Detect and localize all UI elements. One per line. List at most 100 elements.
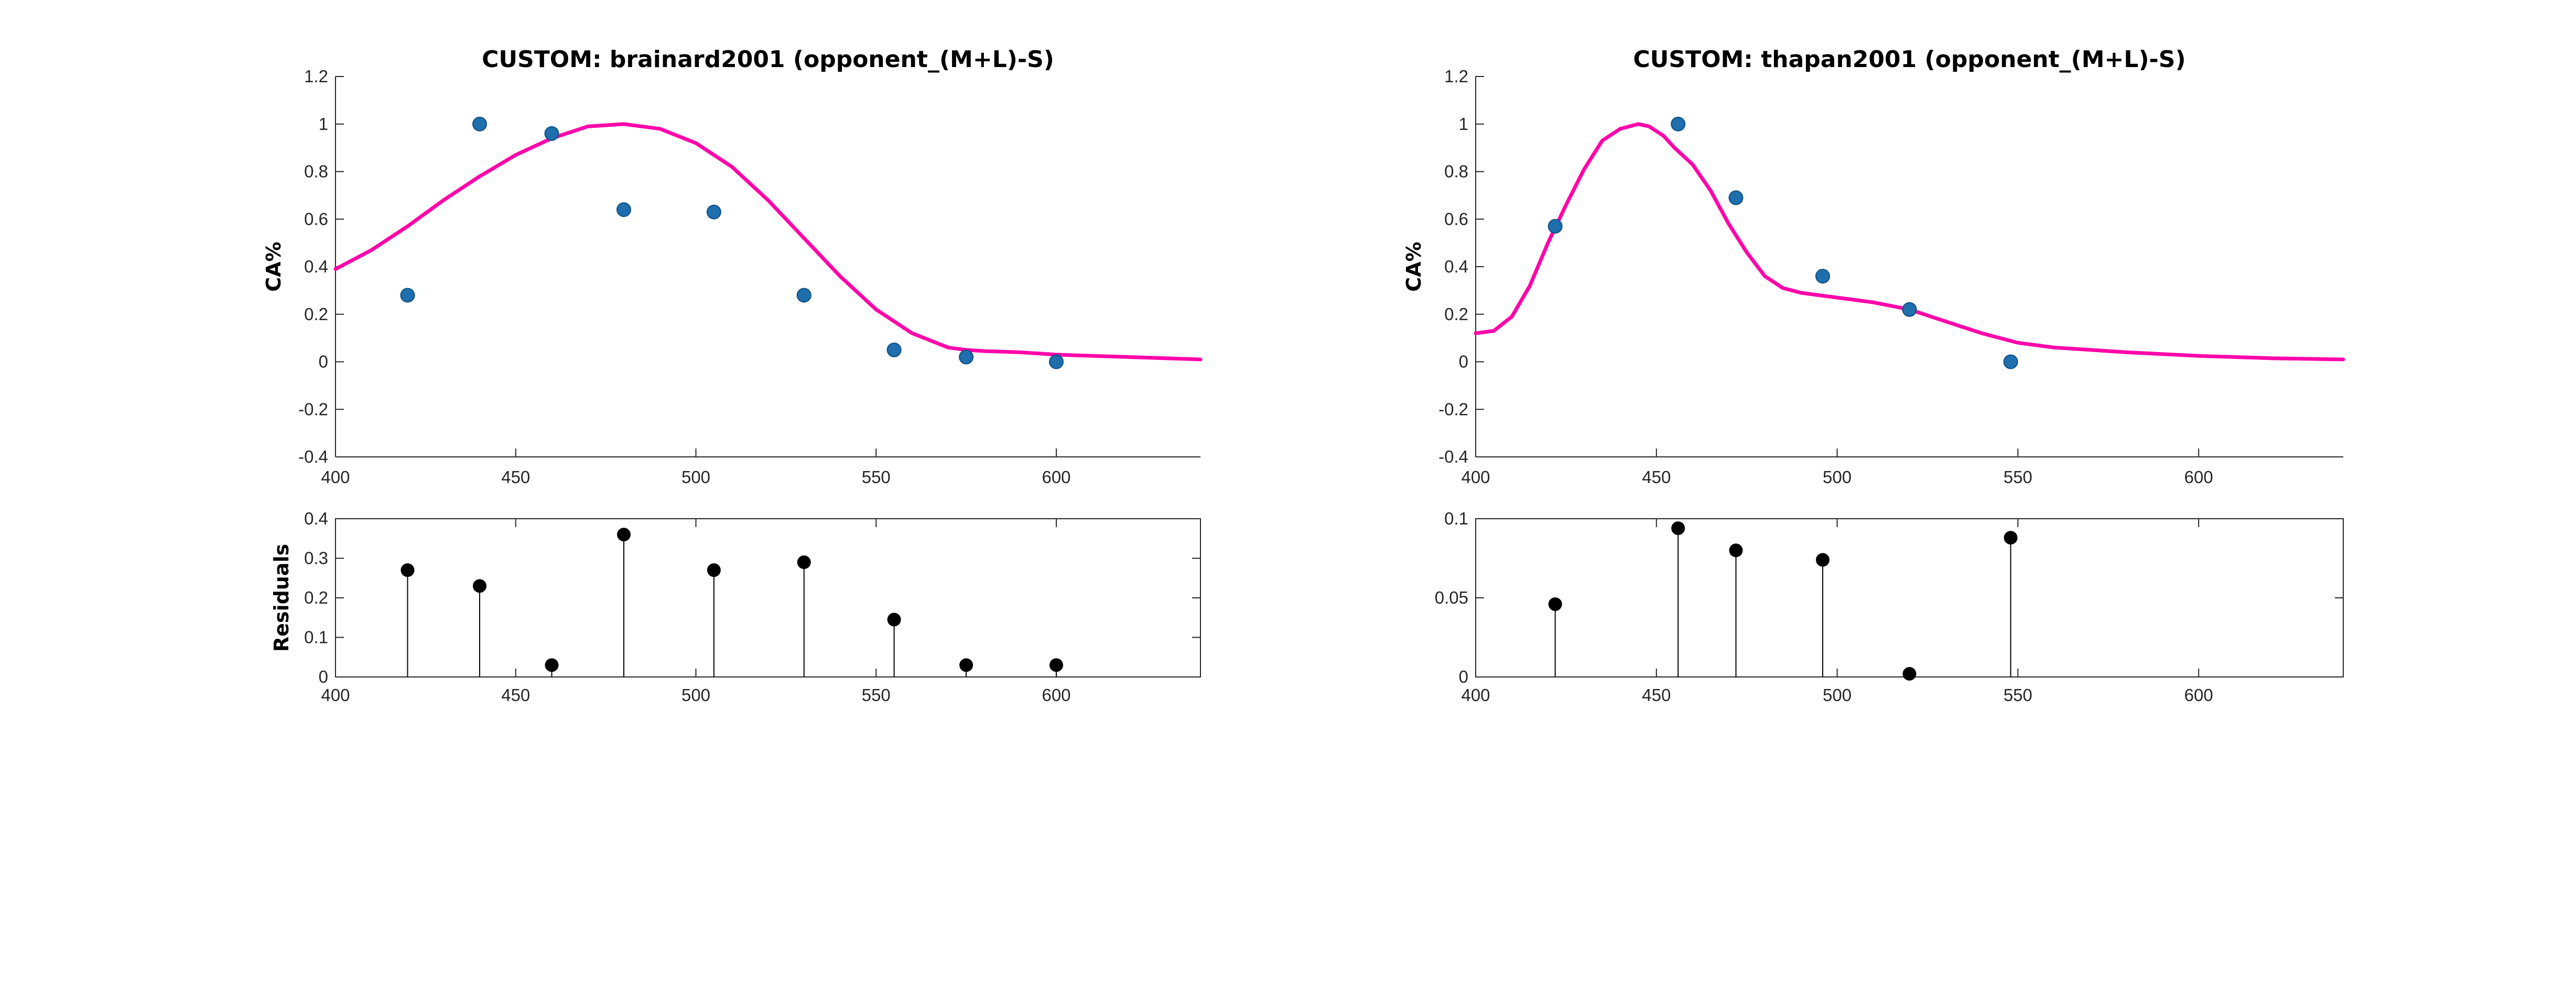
x-tick-label: 550 bbox=[2004, 467, 2032, 487]
res-y-tick-label: 0.4 bbox=[304, 509, 328, 528]
thapan2001-panel: CUSTOM: thapan2001 (opponent_(M+L)-S) CA… bbox=[1402, 46, 2345, 705]
main-plot-ticks: -0.4 -0.2 0 0.2 0.4 0.6 0.8 1 1.2 400 450 500 550 600 bbox=[1438, 67, 2213, 487]
x-tick-label: 600 bbox=[2184, 467, 2213, 487]
y-tick-label: 0 bbox=[319, 352, 328, 371]
data-point bbox=[796, 288, 811, 303]
res-y-tick-label: 0.1 bbox=[304, 628, 328, 647]
residuals-plot-axes bbox=[1475, 518, 2344, 677]
y-tick-label: 0.8 bbox=[1444, 162, 1468, 181]
residual-point bbox=[959, 658, 973, 672]
data-point bbox=[616, 202, 631, 217]
x-tick-label: 450 bbox=[501, 467, 530, 487]
data-point bbox=[886, 342, 902, 357]
res-x-tick-label: 500 bbox=[1823, 685, 1852, 705]
data-point bbox=[959, 349, 974, 365]
fit-curve bbox=[1474, 122, 2345, 362]
main-plot-ticks: -0.4 -0.2 0 0.2 0.4 0.6 0.8 1 1.2 400 450 500 550 600 bbox=[298, 67, 1070, 487]
y-tick-label: 0.4 bbox=[304, 257, 328, 276]
residual-point bbox=[1548, 597, 1562, 611]
fit-curve bbox=[333, 122, 1203, 362]
residuals-plot-ticks: 0 0.05 0.1 400 450 500 550 600 bbox=[1435, 509, 2343, 705]
fit-curve-layer bbox=[1474, 122, 2345, 362]
res-y-tick-label: 0 bbox=[1459, 667, 1468, 686]
main-plot-axes bbox=[335, 76, 1200, 457]
y-tick-label: 1.2 bbox=[304, 67, 328, 86]
residual-point bbox=[617, 528, 631, 542]
data-point bbox=[400, 288, 415, 303]
residuals-frame bbox=[1475, 518, 2344, 677]
y-tick-label: -0.2 bbox=[1438, 399, 1468, 419]
y-tick-label: -0.4 bbox=[1438, 447, 1468, 466]
residual-point bbox=[1729, 543, 1743, 557]
residual-point bbox=[1671, 521, 1685, 535]
data-point bbox=[1547, 218, 1563, 234]
y-tick-label: 1.2 bbox=[1444, 67, 1468, 86]
x-tick-label: 400 bbox=[1461, 467, 1490, 487]
x-tick-label: 450 bbox=[1642, 467, 1671, 487]
data-point bbox=[2003, 354, 2018, 369]
res-x-tick-label: 400 bbox=[1461, 685, 1490, 705]
x-tick-label: 400 bbox=[321, 467, 350, 487]
chart-title: CUSTOM: brainard2001 (opponent_(M+L)-S) bbox=[482, 46, 1054, 73]
y-tick-label: 1 bbox=[1459, 114, 1468, 134]
x-tick-label: 600 bbox=[1042, 467, 1070, 487]
data-point bbox=[1728, 190, 1744, 205]
residual-point bbox=[1902, 666, 1917, 681]
y-tick-label: 0.4 bbox=[1444, 257, 1468, 276]
main-y-axis-label: CA% bbox=[1402, 242, 1425, 291]
y-tick-label: 1 bbox=[319, 114, 328, 134]
res-x-tick-label: 450 bbox=[1642, 685, 1671, 705]
residuals-y-axis-label: Residuals bbox=[270, 544, 293, 652]
res-x-tick-label: 600 bbox=[1042, 685, 1070, 705]
residuals-plot-ticks: 0 0.1 0.2 0.3 0.4 400 450 500 550 600 bbox=[304, 509, 1200, 705]
residual-stems-layer bbox=[1548, 521, 2018, 681]
y-tick-label: -0.4 bbox=[298, 447, 328, 466]
data-point bbox=[1049, 354, 1064, 369]
residual-point bbox=[887, 613, 901, 627]
residuals-plot-axes bbox=[335, 518, 1201, 677]
residual-point bbox=[707, 563, 721, 577]
main-y-axis-label: CA% bbox=[262, 242, 285, 291]
residual-point bbox=[545, 658, 559, 672]
data-point bbox=[1815, 269, 1830, 284]
fit-curve-layer bbox=[333, 122, 1203, 362]
data-point bbox=[1671, 116, 1686, 132]
res-y-tick-label: 0.1 bbox=[1444, 509, 1468, 528]
res-x-tick-label: 550 bbox=[2004, 685, 2032, 705]
y-tick-label: 0.2 bbox=[1444, 304, 1468, 324]
x-tick-label: 500 bbox=[681, 467, 710, 487]
res-y-tick-label: 0 bbox=[319, 667, 328, 686]
residuals-frame bbox=[335, 518, 1201, 677]
x-tick-label: 550 bbox=[862, 467, 891, 487]
residual-point bbox=[401, 563, 415, 577]
main-plot-axes bbox=[1475, 76, 2343, 457]
residual-stems-layer bbox=[401, 528, 1063, 677]
y-tick-label: 0.6 bbox=[304, 209, 328, 228]
residual-point bbox=[473, 579, 486, 593]
residual-point bbox=[1816, 553, 1830, 567]
y-tick-label: 0.6 bbox=[1444, 209, 1468, 228]
y-tick-label: 0.8 bbox=[304, 162, 328, 181]
data-point bbox=[472, 116, 487, 132]
residual-point bbox=[2004, 531, 2018, 545]
res-x-tick-label: 400 bbox=[321, 685, 350, 705]
data-point bbox=[706, 204, 721, 220]
brainard2001-panel: CUSTOM: brainard2001 (opponent_(M+L)-S) … bbox=[262, 46, 1203, 705]
res-y-tick-label: 0.3 bbox=[304, 549, 328, 568]
residual-point bbox=[797, 555, 811, 570]
res-y-tick-label: 0.05 bbox=[1435, 588, 1468, 607]
chart-title: CUSTOM: thapan2001 (opponent_(M+L)-S) bbox=[1633, 46, 2185, 73]
x-tick-label: 500 bbox=[1823, 467, 1852, 487]
res-x-tick-label: 500 bbox=[681, 685, 710, 705]
res-x-tick-label: 600 bbox=[2184, 685, 2213, 705]
residual-point bbox=[1049, 658, 1063, 672]
y-tick-label: -0.2 bbox=[298, 399, 328, 419]
data-points-layer bbox=[1547, 116, 2018, 369]
res-y-tick-label: 0.2 bbox=[304, 588, 328, 607]
res-x-tick-label: 450 bbox=[501, 685, 530, 705]
data-point bbox=[1902, 302, 1917, 317]
data-point bbox=[544, 126, 559, 141]
y-tick-label: 0.2 bbox=[304, 304, 328, 324]
data-points-layer bbox=[400, 116, 1064, 369]
